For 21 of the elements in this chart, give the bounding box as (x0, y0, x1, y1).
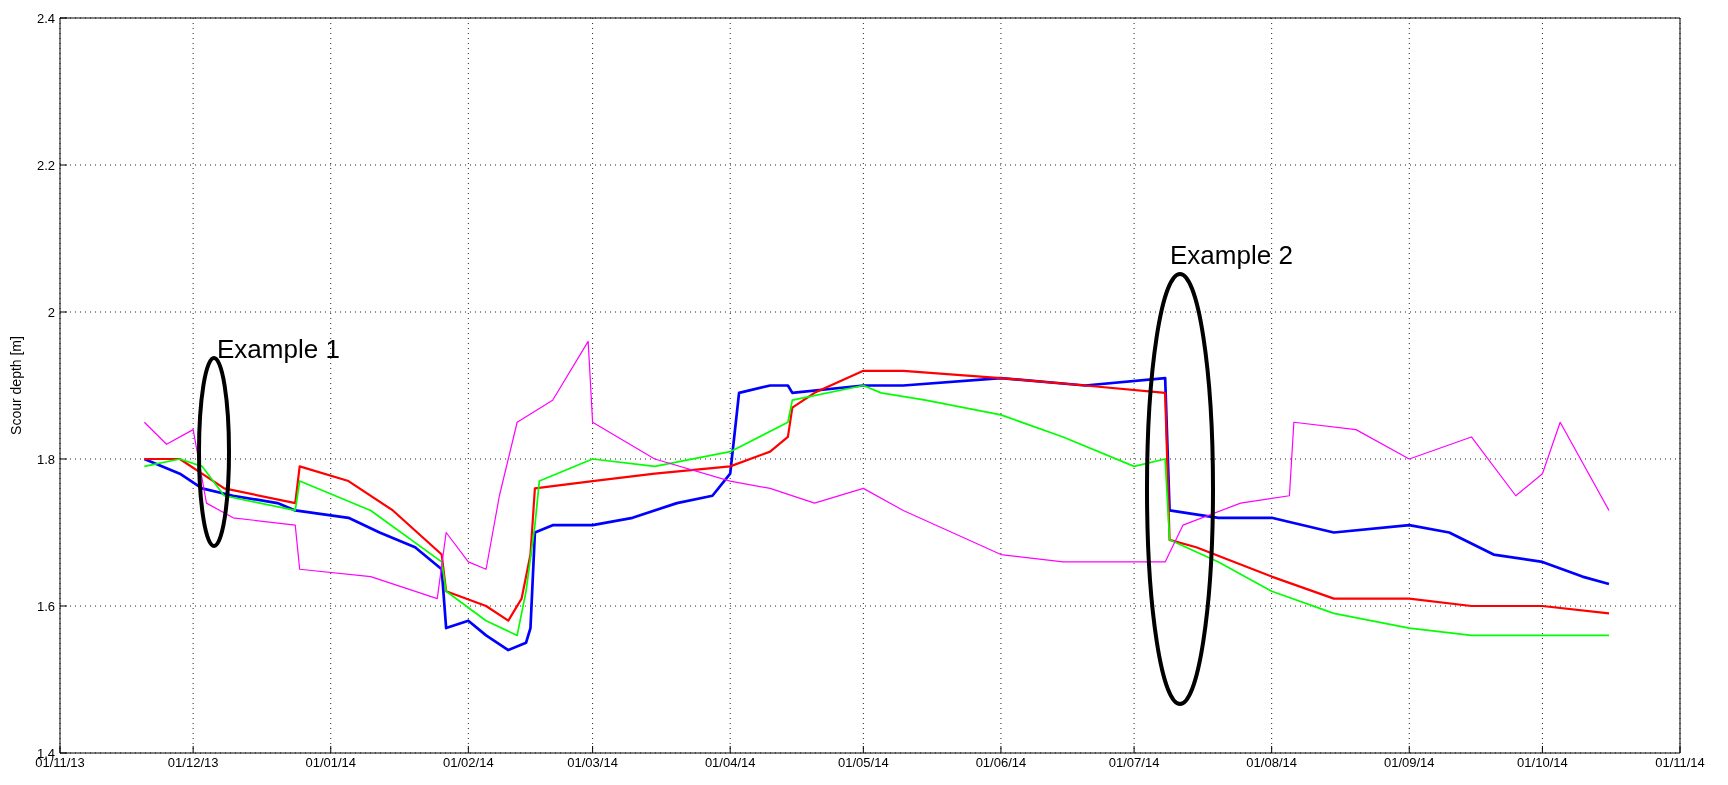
x-tick-label: 01/10/14 (1517, 755, 1568, 771)
y-tick-label: 1.6 (36, 598, 55, 614)
x-tick-label: 01/11/14 (1655, 755, 1705, 771)
annotation: Example 2 (1170, 240, 1293, 270)
x-tick-label: 01/03/14 (567, 755, 618, 771)
y-tick-label: 2.2 (36, 157, 55, 173)
x-tick-label: 01/07/14 (1108, 755, 1160, 771)
x-tick-label: 01/02/14 (443, 755, 494, 771)
annotation: Example 1 (217, 334, 340, 364)
x-tick-label: 01/04/14 (704, 755, 756, 771)
y-tick-label: 2.4 (36, 10, 55, 26)
y-tick-label: 1.8 (36, 451, 55, 467)
x-tick-label: 01/05/14 (838, 755, 889, 771)
y-tick-label: 2 (47, 304, 55, 320)
x-tick-label: 01/01/14 (305, 755, 357, 771)
x-tick-label: 01/06/14 (975, 755, 1027, 771)
y-axis-title: Scour depth [m] (7, 336, 24, 435)
x-tick-label: 01/08/14 (1246, 755, 1297, 771)
x-tick-label: 01/09/14 (1383, 755, 1435, 771)
line-series (143, 340, 1610, 600)
x-tick-label: 01/12/13 (167, 755, 219, 771)
